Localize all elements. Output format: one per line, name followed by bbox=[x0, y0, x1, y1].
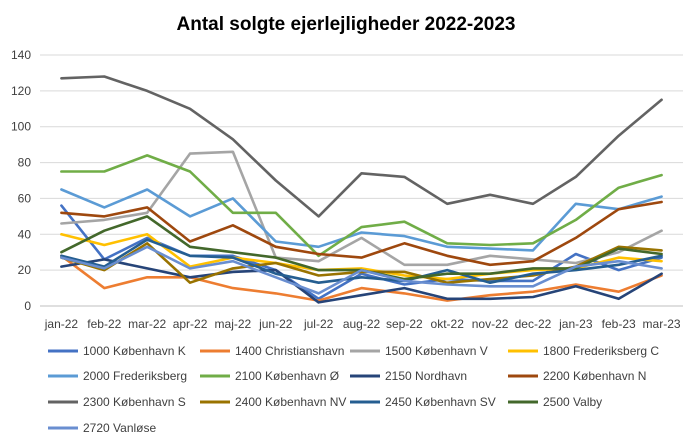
x-tick-label: feb-22 bbox=[87, 317, 121, 331]
x-tick-label: okt-22 bbox=[431, 317, 465, 331]
series-line-9 bbox=[60, 75, 663, 218]
series-line-2 bbox=[60, 254, 663, 302]
legend-item: 2100 København Ø bbox=[200, 369, 339, 383]
series-line-5 bbox=[60, 188, 663, 252]
x-tick-label: feb-23 bbox=[602, 317, 636, 331]
legend-label: 1500 København V bbox=[385, 344, 488, 358]
legend-item: 1800 Frederiksberg C bbox=[508, 344, 659, 358]
x-tick-label: jun-22 bbox=[258, 317, 293, 331]
series-line-7 bbox=[60, 258, 663, 304]
series-line-13 bbox=[60, 245, 663, 295]
y-tick-label: 80 bbox=[18, 156, 32, 170]
y-tick-label: 60 bbox=[18, 191, 32, 205]
x-tick-label: aug-22 bbox=[343, 317, 381, 331]
legend: 1000 København K 1400 Christianshavn 1500 … bbox=[48, 344, 659, 435]
legend-item: 2450 København SV bbox=[350, 395, 496, 409]
chart-title: Antal solgte ejerlejligheder 2022-2023 bbox=[177, 14, 516, 35]
legend-item: 1400 Christianshavn bbox=[200, 344, 344, 358]
y-tick-label: 20 bbox=[18, 263, 32, 277]
legend-label: 2300 København S bbox=[83, 395, 186, 409]
legend-item: 2500 Valby bbox=[508, 395, 602, 409]
x-tick-label: dec-22 bbox=[515, 317, 552, 331]
x-tick-label: mar-22 bbox=[128, 317, 166, 331]
x-tick-label: jul-22 bbox=[303, 317, 334, 331]
legend-label: 1000 København K bbox=[83, 344, 186, 358]
x-tick-label: jan-22 bbox=[44, 317, 79, 331]
legend-label: 2000 Frederiksberg bbox=[83, 369, 187, 383]
y-tick-label: 0 bbox=[24, 299, 31, 313]
x-tick-label: jan-23 bbox=[558, 317, 593, 331]
legend-item: 2000 Frederiksberg bbox=[48, 369, 187, 383]
x-tick-label: apr-22 bbox=[173, 317, 208, 331]
y-tick-label: 120 bbox=[11, 84, 31, 98]
legend-label: 1800 Frederiksberg C bbox=[543, 344, 659, 358]
legend-label: 2450 København SV bbox=[385, 395, 496, 409]
legend-item: 1000 København K bbox=[48, 344, 186, 358]
x-tick-label: mar-23 bbox=[643, 317, 681, 331]
legend-item: 1500 København V bbox=[350, 344, 488, 358]
y-tick-label: 140 bbox=[11, 48, 31, 62]
legend-label: 2400 København NV bbox=[235, 395, 346, 409]
legend-label: 2500 Valby bbox=[543, 395, 602, 409]
legend-item: 2720 Vanløse bbox=[48, 421, 156, 435]
x-tick-label: nov-22 bbox=[472, 317, 509, 331]
series-line-11 bbox=[60, 238, 663, 285]
y-tick-label: 100 bbox=[11, 120, 31, 134]
legend-label: 1400 Christianshavn bbox=[235, 344, 344, 358]
legend-label: 2720 Vanløse bbox=[83, 421, 156, 435]
series-line-8 bbox=[60, 200, 663, 267]
legend-item: 2150 Nordhavn bbox=[350, 369, 467, 383]
legend-item: 2300 København S bbox=[48, 395, 186, 409]
series-lines bbox=[60, 75, 663, 304]
series-line-6 bbox=[60, 154, 663, 258]
y-axis-ticks: 0 20 40 60 80 100 120 140 bbox=[11, 48, 31, 313]
legend-label: 2100 København Ø bbox=[235, 369, 339, 383]
legend-label: 2200 København N bbox=[543, 369, 646, 383]
x-tick-label: maj-22 bbox=[215, 317, 252, 331]
legend-item: 2400 København NV bbox=[200, 395, 346, 409]
legend-item: 2200 København N bbox=[508, 369, 646, 383]
x-axis-ticks: jan-22 feb-22 mar-22 apr-22 maj-22 jun-22 jul-… bbox=[44, 317, 681, 331]
legend-label: 2150 Nordhavn bbox=[385, 369, 467, 383]
x-tick-label: sep-22 bbox=[386, 317, 423, 331]
series-line-3 bbox=[60, 150, 663, 267]
y-tick-label: 40 bbox=[18, 227, 32, 241]
